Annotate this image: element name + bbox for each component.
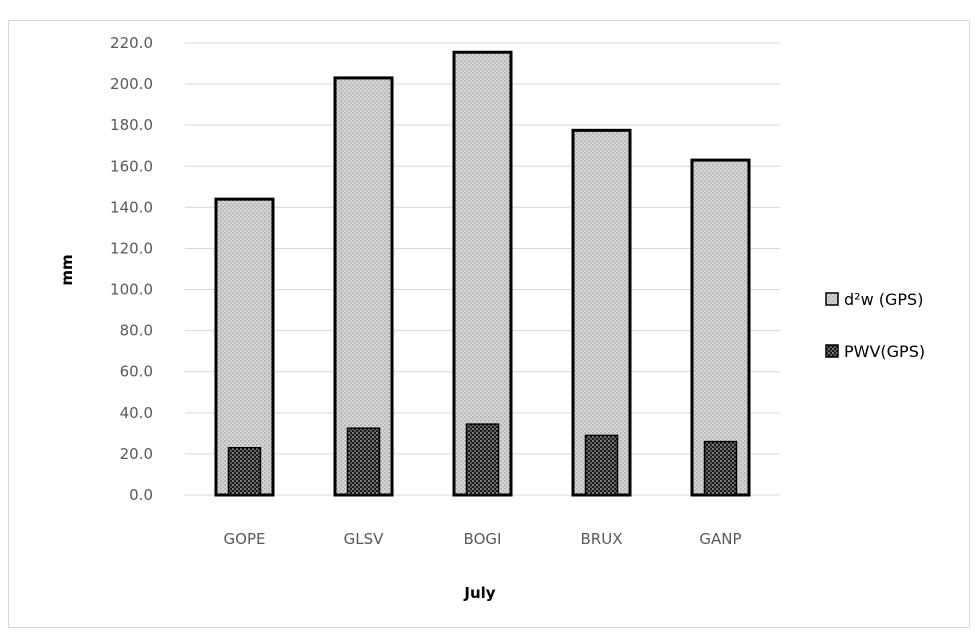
y-tick-label: 60.0 [120, 363, 153, 381]
y-tick-label: 180.0 [110, 116, 153, 134]
legend-swatch-d2w [825, 292, 839, 306]
x-tick-label: GLSV [344, 530, 385, 548]
legend-label-pwv: PWV(GPS) [844, 342, 925, 361]
x-tick-label: BOGI [464, 530, 502, 548]
x-tick-label: GOPE [224, 530, 266, 548]
legend: d²w (GPS) PWV(GPS) [825, 290, 925, 361]
bar-pwv-gope [227, 446, 262, 496]
y-axis-title: mm [58, 254, 76, 285]
y-tick-label: 220.0 [110, 34, 153, 52]
x-tick-labels: GOPE GLSV BOGI BRUX GANP [224, 530, 742, 548]
y-tick-label: 160.0 [110, 157, 153, 175]
x-tick-label: GANP [699, 530, 741, 548]
bar-pwv-bogi [465, 423, 500, 496]
y-tick-label: 80.0 [120, 322, 153, 340]
bar-d2w-gope [214, 197, 275, 497]
bar-pwv-ganp [703, 440, 738, 496]
y-tick-labels: 0.0 20.0 40.0 60.0 80.0 100.0 120.0 140.0 160.0 1… [110, 34, 153, 504]
bars [214, 50, 751, 497]
legend-label-d2w: d²w (GPS) [844, 290, 923, 309]
x-tick-label: BRUX [581, 530, 623, 548]
y-tick-label: 20.0 [120, 445, 153, 463]
y-tick-label: 0.0 [129, 486, 153, 504]
bar-d2w-bogi [452, 50, 513, 497]
y-tick-label: 140.0 [110, 198, 153, 216]
y-tick-label: 100.0 [110, 281, 153, 299]
y-tick-label: 40.0 [120, 404, 153, 422]
bar-pwv-brux [584, 434, 619, 496]
legend-swatch-pwv [825, 344, 839, 358]
y-tick-label: 200.0 [110, 75, 153, 93]
y-tick-label: 120.0 [110, 239, 153, 257]
x-axis-title: July [463, 584, 495, 602]
bar-pwv-glsv [346, 427, 381, 496]
